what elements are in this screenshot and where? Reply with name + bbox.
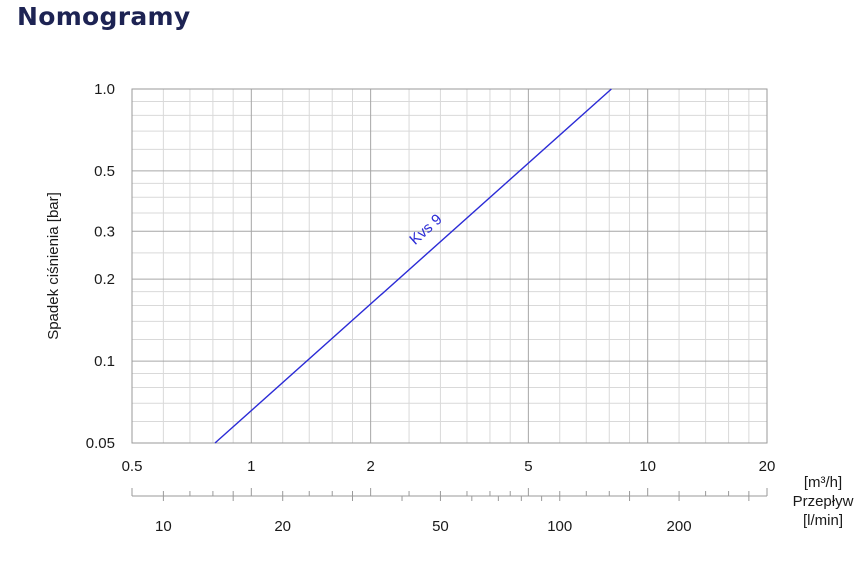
y-tick-label: 0.1 — [94, 353, 115, 370]
x2-tick-label: 100 — [547, 518, 572, 535]
y-tick-label: 0.3 — [94, 223, 115, 240]
y-tick-label: 1.0 — [94, 81, 115, 98]
y-axis-label: Spadek ciśnienia [bar] — [45, 192, 62, 340]
x-tick-label: 2 — [366, 458, 374, 475]
y-tick-label: 0.05 — [86, 435, 115, 452]
x-unit-lmin: [l/min] — [803, 512, 843, 529]
page-title: Nomogramy — [17, 2, 191, 31]
y-tick-label: 0.2 — [94, 271, 115, 288]
x-tick-label: 10 — [639, 458, 656, 475]
x-unit-m3h: [m³/h] — [804, 474, 842, 491]
x-tick-label: 5 — [524, 458, 532, 475]
minor-grid — [132, 89, 767, 443]
x-tick-labels-m3h: 0.5 1 2 5 10 20 — [122, 458, 776, 475]
x-tick-label: 0.5 — [122, 458, 143, 475]
x2-tick-label: 50 — [432, 518, 449, 535]
x2-tick-label: 10 — [155, 518, 172, 535]
plot-frame — [131, 88, 768, 444]
x-tick-label: 1 — [247, 458, 255, 475]
flow-lmin-axis — [131, 488, 768, 501]
x2-tick-label: 20 — [274, 518, 291, 535]
series-line-kvs9 — [214, 88, 612, 444]
x2-tick-label: 200 — [667, 518, 692, 535]
x-tick-label: 20 — [759, 458, 776, 475]
major-grid — [132, 89, 767, 443]
x-tick-labels-lmin: 10 20 50 100 200 — [155, 518, 692, 535]
series-group: Kvs 9 — [214, 88, 612, 444]
y-tick-labels: 0.05 0.1 0.2 0.3 0.5 1.0 — [86, 81, 115, 452]
y-tick-label: 0.5 — [94, 163, 115, 180]
x-axis-label: Przepływ — [793, 493, 854, 510]
